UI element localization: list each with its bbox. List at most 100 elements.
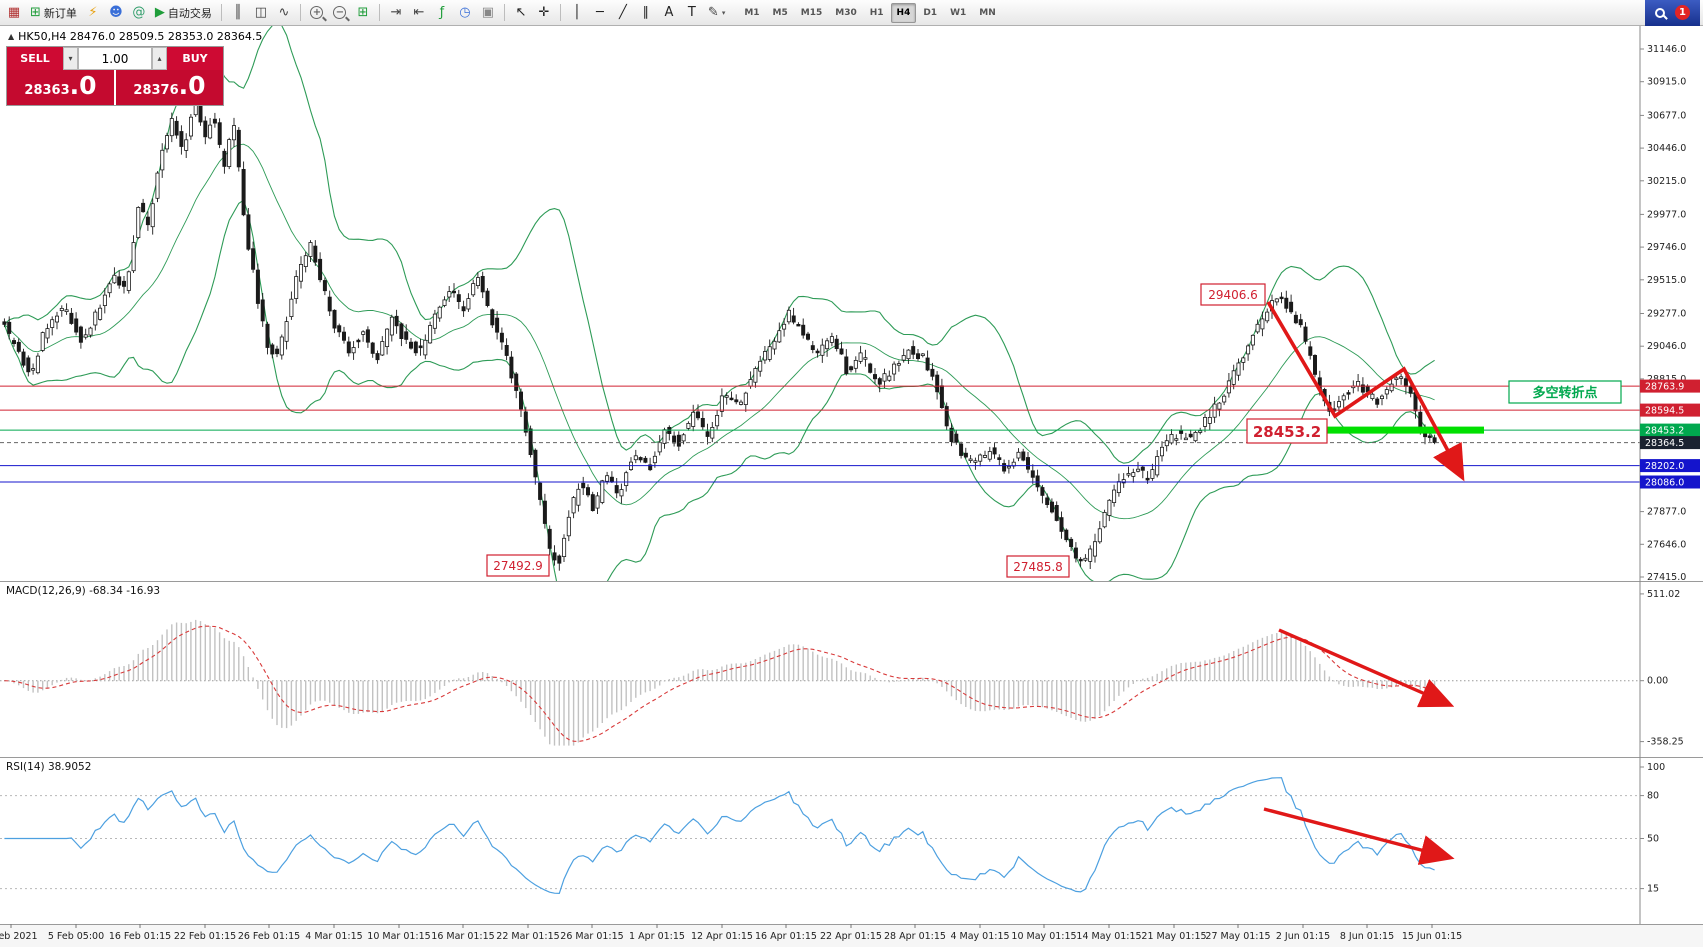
toolbar-right: 1 xyxy=(1645,0,1700,26)
templates-icon[interactable]: ▣ xyxy=(477,2,499,24)
line-chart-type-icon[interactable]: ∿ xyxy=(273,2,295,24)
svg-text:16 Apr 01:15: 16 Apr 01:15 xyxy=(755,931,817,942)
price-scale[interactable]: 31146.0 30915.0 30677.0 30446.0 30215.0 29977… xyxy=(1639,26,1703,581)
toolbar-buttons: ▦ ⊞ 新订单 ⚡ ☻ @ ▶ 自动交易 ║ ◫ ∿ + − ⊞ ⇥ ⇤ ƒ ◷ ▣ ↖ ✛ │ ─ ╱ ∥ A T ✎ ▾ M1 M5 M1… xyxy=(3,2,1002,24)
svg-text:27646.0: 27646.0 xyxy=(1647,539,1686,550)
buy-price-main: 28376 xyxy=(133,83,179,98)
sell-price-big: .0 xyxy=(69,71,97,100)
timeframe-m1[interactable]: M1 xyxy=(744,7,760,18)
turning-point-label xyxy=(1508,380,1622,404)
sell-price[interactable]: 28363.0 xyxy=(7,70,114,105)
lightning-icon[interactable]: ⚡ xyxy=(82,2,104,24)
bar-chart-type-icon[interactable]: ║ xyxy=(227,2,249,24)
volume-input[interactable] xyxy=(78,47,152,70)
trendline-icon[interactable]: ╱ xyxy=(612,2,634,24)
bar-chart-type-icon: ║ xyxy=(233,5,242,20)
new-order-icon: ⊞ xyxy=(30,5,41,20)
timeframe-h1[interactable]: H1 xyxy=(869,7,884,18)
svg-text:29406.6: 29406.6 xyxy=(1208,288,1258,302)
svg-text:29746.0: 29746.0 xyxy=(1647,242,1686,253)
search-button[interactable] xyxy=(1655,3,1665,22)
candlestick-type-icon: ◫ xyxy=(254,5,268,20)
templates-icon: ▣ xyxy=(481,5,495,20)
macd-scale: 511.02 0.00 -358.25 xyxy=(1639,581,1703,757)
svg-text:28086.0: 28086.0 xyxy=(1645,478,1684,489)
timeframe-m15[interactable]: M15 xyxy=(800,7,823,18)
zoom-in-button[interactable]: + xyxy=(306,2,328,24)
tile-windows-icon: ⊞ xyxy=(357,5,369,20)
macd-canvas[interactable]: 511.02 0.00 -358.25 xyxy=(0,581,1703,757)
toolbar-separator xyxy=(220,4,222,21)
svg-text:28815.0: 28815.0 xyxy=(1647,374,1686,385)
auto-scroll-icon[interactable]: ⇥ xyxy=(385,2,407,24)
peak-price-label xyxy=(1200,283,1266,306)
rsi-canvas[interactable]: 100 80 50 15 xyxy=(0,757,1703,924)
svg-text:27485.8: 27485.8 xyxy=(1013,560,1063,574)
candlestick-type-icon[interactable]: ◫ xyxy=(250,2,272,24)
equidistant-channel-icon[interactable]: ∥ xyxy=(635,2,657,24)
svg-text:21 May 01:15: 21 May 01:15 xyxy=(1141,931,1206,942)
timeframe-m5[interactable]: M5 xyxy=(772,7,788,18)
horizontal-line-icon[interactable]: ─ xyxy=(589,2,611,24)
svg-text:1 Feb 2021: 1 Feb 2021 xyxy=(0,931,38,942)
timeframe-d1[interactable]: D1 xyxy=(923,7,938,18)
cursor-icon[interactable]: ↖ xyxy=(510,2,532,24)
toolbar-separator xyxy=(503,4,505,21)
indicators-icon[interactable]: ƒ xyxy=(431,2,453,24)
auto-scroll-icon: ⇥ xyxy=(390,5,402,20)
macd-bearish-arrow[interactable] xyxy=(1278,628,1455,708)
shapes-dropdown-button[interactable]: ✎ ▾ xyxy=(704,2,729,24)
timeframe-w1[interactable]: W1 xyxy=(950,7,967,18)
terminal-chart-icon[interactable]: ▦ xyxy=(3,2,25,24)
buy-price[interactable]: 28376.0 xyxy=(114,70,223,105)
crosshair-icon: ✛ xyxy=(538,5,550,20)
svg-text:27877.0: 27877.0 xyxy=(1647,507,1686,518)
tile-windows-icon[interactable]: ⊞ xyxy=(352,2,374,24)
svg-text:28202.0: 28202.0 xyxy=(1645,461,1684,472)
periods-icon[interactable]: ◷ xyxy=(454,2,476,24)
text-tool-icon[interactable]: A xyxy=(658,2,680,24)
label-tool-icon: T xyxy=(687,5,696,20)
timeframe-mn[interactable]: MN xyxy=(979,7,996,18)
volume-increase-button[interactable]: ▴ xyxy=(152,47,167,70)
macd-indicator-label: MACD(12,26,9) -68.34 -16.93 xyxy=(6,585,161,597)
svg-text:50: 50 xyxy=(1647,834,1659,845)
buy-button[interactable]: BUY xyxy=(167,47,223,70)
timeframe-h4[interactable]: H4 xyxy=(890,2,917,23)
svg-text:8 Jun 01:15: 8 Jun 01:15 xyxy=(1340,931,1394,942)
trader-profile-icon[interactable]: ☻ xyxy=(105,2,127,24)
new-order-button[interactable]: ⊞ 新订单 xyxy=(26,2,81,24)
svg-text:2 Jun 01:15: 2 Jun 01:15 xyxy=(1276,931,1330,942)
svg-text:14 May 01:15: 14 May 01:15 xyxy=(1076,931,1141,942)
symbol-marker-icon: ▲ xyxy=(8,32,15,41)
crosshair-icon[interactable]: ✛ xyxy=(533,2,555,24)
volume-decrease-button[interactable]: ▾ xyxy=(63,47,78,70)
macd-signal-line xyxy=(4,625,1435,743)
support-highlight-bar[interactable] xyxy=(1320,426,1484,434)
chart-shift-icon[interactable]: ⇤ xyxy=(408,2,430,24)
lightning-icon: ⚡ xyxy=(88,5,98,20)
svg-text:511.02: 511.02 xyxy=(1647,589,1680,600)
chart-annotations[interactable]: 29406.6 28453.2 27492.9 27485.8 多空转折点 xyxy=(486,283,1622,578)
rsi-bearish-arrow[interactable] xyxy=(1263,807,1455,865)
bearish-trend-arrow[interactable] xyxy=(1266,301,1465,482)
indicators-icon: ƒ xyxy=(439,5,445,20)
autotrade-button[interactable]: ▶ 自动交易 xyxy=(151,2,216,24)
line-chart-type-icon: ∿ xyxy=(278,5,290,20)
svg-text:10 May 01:15: 10 May 01:15 xyxy=(1011,931,1076,942)
community-icon[interactable]: @ xyxy=(128,2,150,24)
toolbar-separator xyxy=(378,4,380,21)
timeframe-m30[interactable]: M30 xyxy=(835,7,857,18)
svg-text:27415.0: 27415.0 xyxy=(1647,572,1686,581)
notification-badge[interactable]: 1 xyxy=(1675,5,1690,20)
main-chart-canvas[interactable]: 31146.0 30915.0 30677.0 30446.0 30215.0 29977… xyxy=(0,26,1703,581)
svg-text:15: 15 xyxy=(1647,884,1659,895)
rsi-indicator-label: RSI(14) 38.9052 xyxy=(6,761,92,773)
sell-button[interactable]: SELL xyxy=(7,47,63,70)
vertical-line-icon[interactable]: │ xyxy=(566,2,588,24)
zoom-out-button[interactable]: − xyxy=(329,2,351,24)
label-tool-icon[interactable]: T xyxy=(681,2,703,24)
new-order-button-label: 新订单 xyxy=(43,6,77,20)
vertical-line-icon: │ xyxy=(572,5,581,20)
